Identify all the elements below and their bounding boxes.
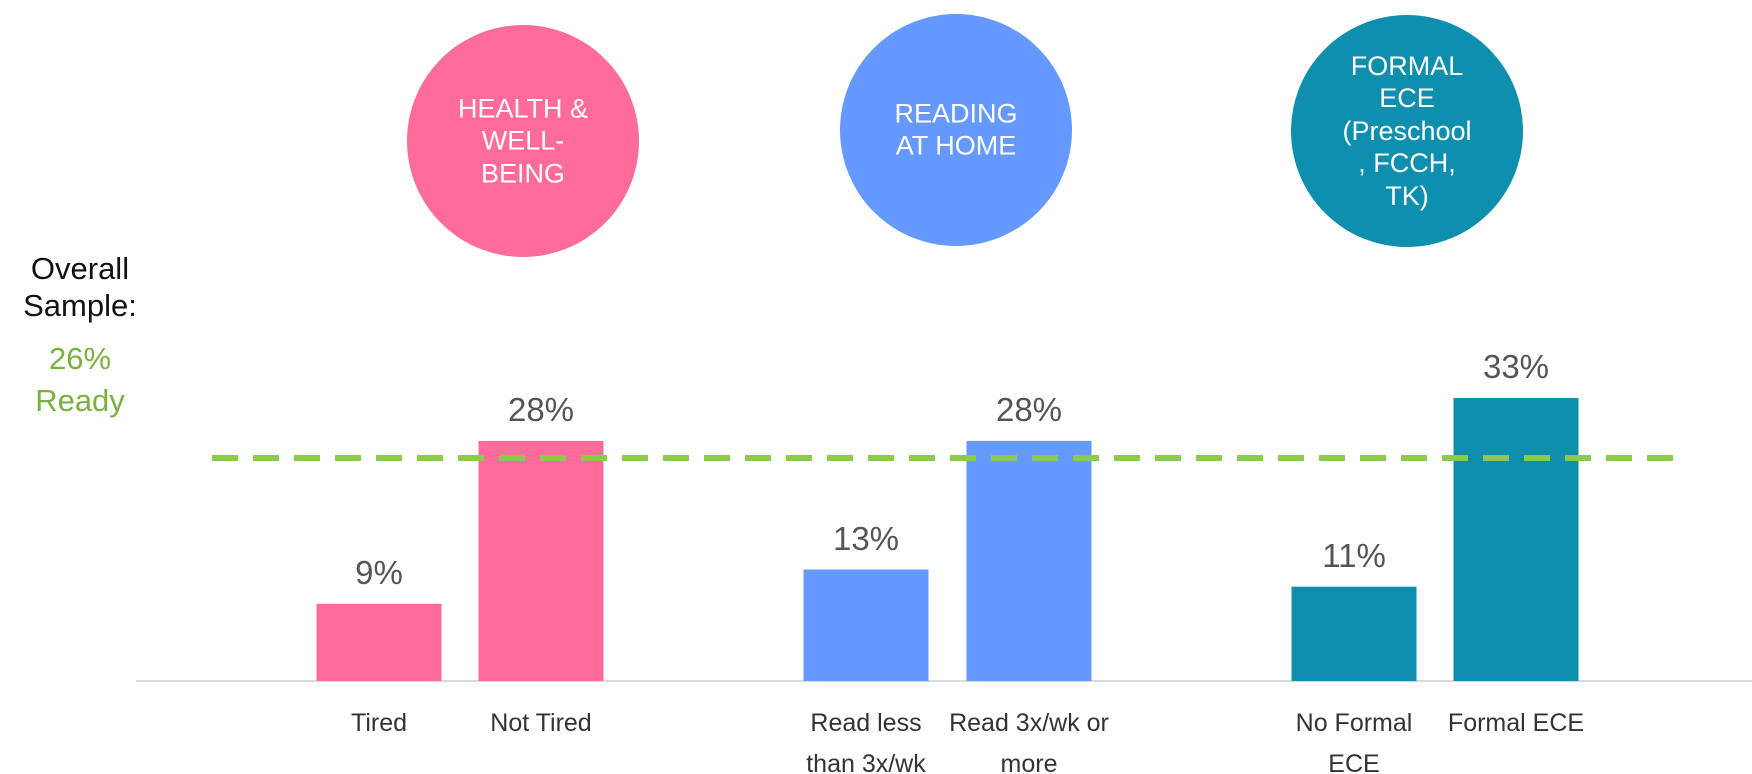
bar <box>1291 586 1417 681</box>
x-tick-label: Read less than 3x/wk <box>806 709 926 774</box>
group-circle <box>840 14 1072 246</box>
group-label: FORMAL ECE (Preschool, FCCH, TK) <box>1342 51 1472 211</box>
reference-value-label: 26% <box>48 341 112 376</box>
value-label: 33% <box>1482 348 1550 386</box>
reference-note: Ready <box>35 383 125 418</box>
bar <box>1453 398 1579 681</box>
value-label: 28% <box>995 390 1063 428</box>
x-tick-label: Read 3x/wk or more <box>949 709 1109 774</box>
reference-label: Overall Sample: <box>23 251 137 324</box>
group-circle <box>407 25 639 257</box>
x-tick-label: Tired <box>350 709 408 737</box>
value-label: 13% <box>832 519 900 557</box>
x-tick-label: No Formal ECE <box>1295 709 1413 774</box>
group-circle <box>1291 15 1523 247</box>
value-label: 28% <box>507 390 575 428</box>
x-tick-label: Formal ECE <box>1447 709 1585 737</box>
group-label: HEALTH & WELL-BEING <box>457 93 589 189</box>
value-label: 9% <box>355 553 403 591</box>
bar <box>966 440 1092 681</box>
value-label: 11% <box>1322 536 1386 574</box>
bar <box>803 569 929 681</box>
group-label: READING AT HOME <box>894 98 1018 161</box>
x-tick-label: Not Tired <box>490 709 592 737</box>
bar <box>316 603 442 681</box>
bar <box>478 440 604 681</box>
